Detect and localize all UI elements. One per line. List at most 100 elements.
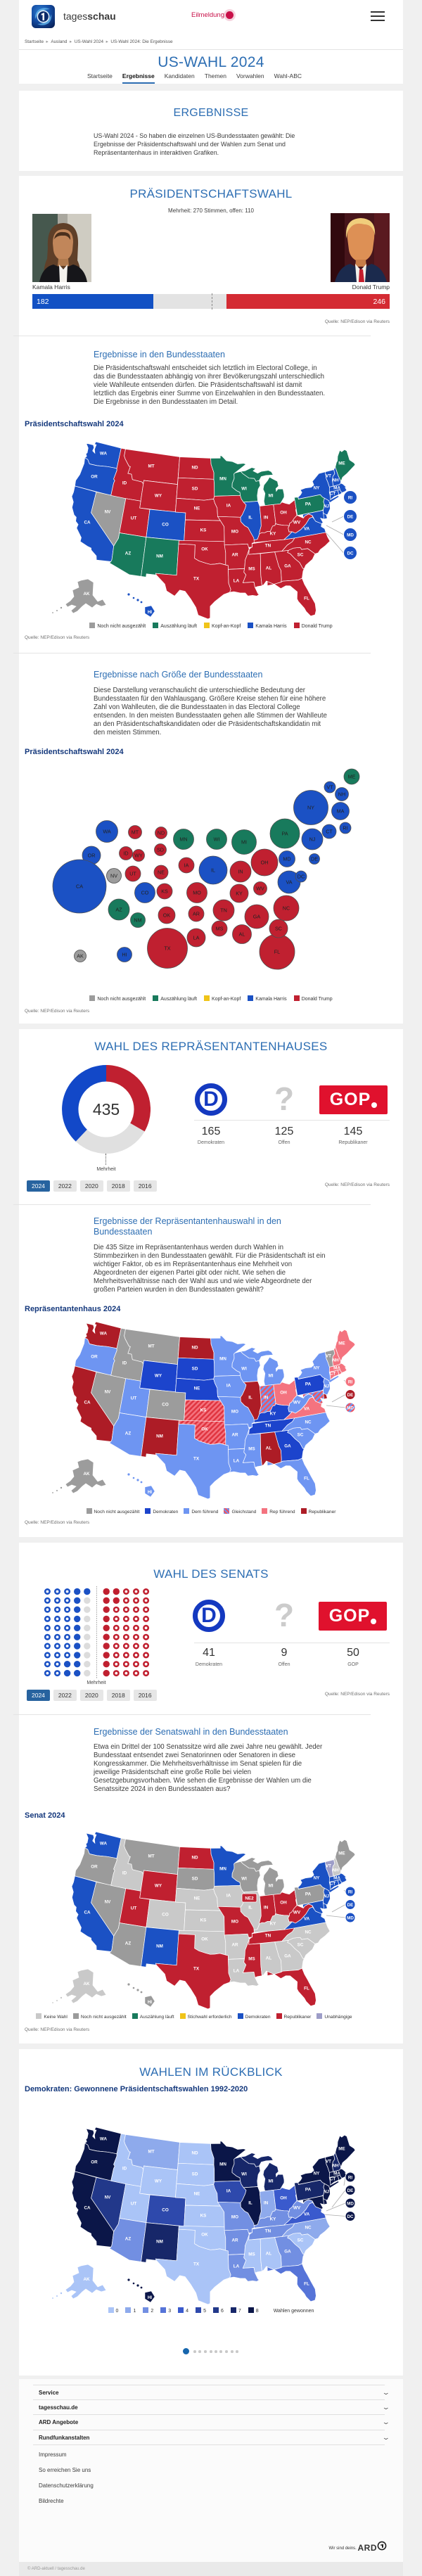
svg-text:MD: MD [347,1405,354,1410]
svg-text:VT: VT [326,1353,331,1358]
svg-text:OK: OK [201,547,208,551]
svg-text:WA: WA [100,2136,108,2141]
svg-text:WV: WV [293,520,301,525]
svg-text:VT: VT [326,2159,331,2164]
svg-text:TX: TX [193,1966,200,1971]
svg-text:MD: MD [347,533,354,537]
svg-text:OR: OR [91,2160,98,2164]
svg-text:NV: NV [110,873,117,879]
svg-text:IL: IL [248,1905,252,1910]
svg-text:TX: TX [193,2262,200,2266]
svg-text:NC: NC [305,1420,312,1424]
svg-text:VA: VA [286,879,292,886]
svg-text:WA: WA [100,1331,108,1336]
svg-text:GA: GA [284,1443,291,1448]
svg-text:SD: SD [192,1876,198,1881]
svg-text:NH: NH [332,478,339,483]
svg-text:NE: NE [194,506,200,511]
svg-text:PA: PA [281,831,288,837]
svg-text:HI: HI [122,952,127,958]
svg-text:CA: CA [84,520,91,525]
svg-text:DC: DC [347,551,354,556]
svg-text:ID: ID [123,850,128,857]
svg-text:KS: KS [200,2213,207,2218]
svg-text:LA: LA [234,1458,240,1463]
svg-text:NJ: NJ [324,504,330,509]
svg-text:WY: WY [155,2179,162,2183]
svg-text:MI: MI [241,839,247,846]
svg-text:WV: WV [293,1910,301,1915]
svg-text:ID: ID [122,480,127,485]
svg-text:IA: IA [226,1893,231,1898]
svg-text:TN: TN [265,2229,271,2233]
svg-text:CT: CT [326,829,333,835]
svg-text:CA: CA [76,884,83,890]
svg-text:AZ: AZ [125,2236,132,2241]
svg-text:CA: CA [84,2205,91,2210]
svg-text:AK: AK [83,1472,90,1477]
svg-text:WI: WI [241,1876,247,1881]
svg-text:NH: NH [338,791,345,798]
svg-text:NC: NC [305,1930,312,1934]
svg-text:AZ: AZ [115,907,122,913]
svg-text:GA: GA [284,563,291,568]
svg-text:NY: NY [307,805,314,811]
svg-text:VA: VA [304,526,310,531]
svg-text:NV: NV [105,1899,112,1904]
svg-text:MI: MI [269,2179,274,2183]
svg-text:IA: IA [226,503,231,508]
svg-text:WY: WY [155,493,162,498]
svg-text:FL: FL [274,949,280,955]
svg-text:SC: SC [298,1432,304,1437]
svg-text:OH: OH [261,860,269,866]
svg-text:UT: UT [131,2201,137,2206]
svg-text:SD: SD [192,2172,198,2176]
svg-text:OR: OR [91,474,98,479]
svg-text:CO: CO [162,1912,169,1917]
svg-text:FL: FL [304,2281,309,2286]
svg-text:LA: LA [234,2264,240,2269]
svg-text:OH: OH [280,2195,287,2200]
svg-text:OK: OK [163,912,171,919]
svg-text:MA: MA [333,2171,340,2176]
svg-text:FL: FL [304,1476,309,1481]
svg-text:NH: NH [332,1868,339,1873]
svg-text:ID: ID [122,1870,127,1875]
svg-text:MA: MA [337,808,345,815]
svg-text:OR: OR [88,853,96,859]
svg-text:MT: MT [148,464,154,468]
svg-text:MS: MS [216,926,224,932]
svg-text:KY: KY [270,1411,277,1416]
svg-text:MI: MI [269,1883,274,1888]
svg-text:PA: PA [305,2187,312,2192]
svg-text:LA: LA [234,578,240,583]
svg-text:HI: HI [148,2295,153,2300]
svg-text:IA: IA [226,2188,231,2193]
svg-text:IL: IL [248,515,252,520]
svg-text:NE2: NE2 [245,1896,254,1901]
svg-text:CO: CO [162,2207,169,2212]
svg-text:OR: OR [91,1864,98,1869]
svg-text:VA: VA [304,2212,310,2217]
svg-text:MS: MS [248,566,255,571]
svg-text:UT: UT [129,871,136,877]
svg-text:WA: WA [103,829,111,835]
svg-text:NV: NV [105,509,112,514]
svg-text:NE: NE [158,869,165,876]
svg-text:ME: ME [348,774,356,780]
svg-text:WY: WY [155,1373,162,1378]
svg-text:AR: AR [231,1942,238,1947]
svg-text:MO: MO [231,2214,238,2219]
svg-text:RI: RI [348,495,353,500]
svg-text:RI: RI [343,825,347,831]
svg-text:IN: IN [238,869,243,875]
svg-text:KY: KY [270,531,277,536]
svg-text:OK: OK [201,1937,208,1941]
svg-text:UT: UT [131,1396,137,1401]
svg-text:LA: LA [234,1968,240,1973]
svg-text:PA: PA [305,1382,312,1386]
svg-text:WV: WV [293,1400,301,1405]
svg-text:OK: OK [201,2232,208,2237]
svg-text:WI: WI [241,2172,247,2176]
svg-text:KS: KS [200,1408,207,1413]
